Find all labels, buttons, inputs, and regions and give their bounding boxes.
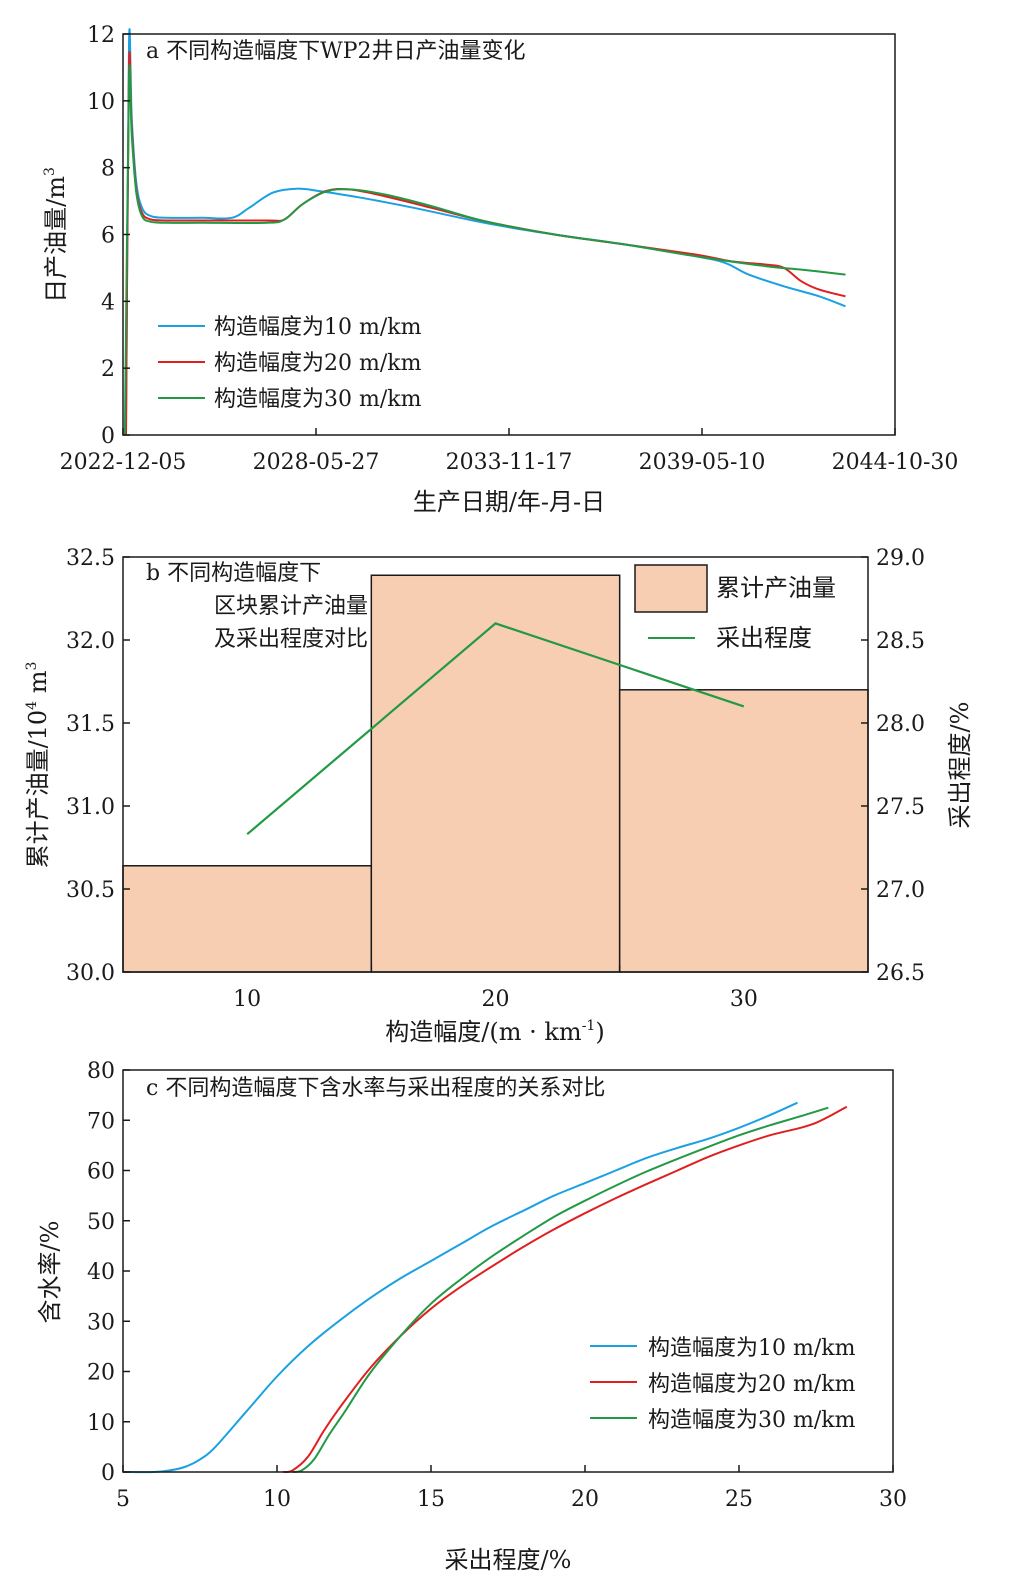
panel-a-legend: 构造幅度为10 m/km 构造幅度为20 m/km 构造幅度为30 m/km <box>158 315 422 412</box>
panel-c-xlabel: 采出程度/% <box>445 1546 572 1574</box>
panel-c-ytick-label: 10 <box>87 1411 115 1436</box>
panel-b-bar-20 <box>370 574 621 973</box>
panel-c-legend: 构造幅度为10 m/km 构造幅度为20 m/km 构造幅度为30 m/km <box>590 1336 856 1433</box>
legend-c-label-20: 构造幅度为20 m/km <box>648 1372 856 1397</box>
panel-b-y2label: 采出程度/% <box>946 702 974 829</box>
panel-b-ytick-label: 32.0 <box>66 629 115 654</box>
panel-b-ytick-label: 30.0 <box>66 961 115 986</box>
panel-c-xtick-label: 15 <box>417 1487 445 1512</box>
legend-b-bar-swatch <box>634 564 708 613</box>
panel-c-ytick-label: 40 <box>87 1260 115 1285</box>
panel-b-xtick-label: 20 <box>482 987 510 1012</box>
panel-c-ylabel: 含水率/% <box>36 1221 64 1324</box>
panel-b-xtick-label: 30 <box>730 987 758 1012</box>
panel-b-cumulative-chart: 10 20 30 30.0 30.5 31.0 31.5 32.0 32.5 26.5 27.0 27… <box>24 546 974 1046</box>
panel-c-ytick-label: 80 <box>87 1059 115 1084</box>
panel-a-ytick-label: 0 <box>101 424 115 449</box>
panel-b-xtick-label: 10 <box>233 987 261 1012</box>
panel-c-series-line-1 <box>122 1101 798 1474</box>
panel-b-title-line-2: 区块累计产油量 <box>214 594 368 619</box>
panel-a-daily-oil-chart: 2022-12-05 2028-05-27 2033-11-17 2039-05-10… <box>42 23 958 516</box>
panel-b-ylabel-sup1: 4 <box>24 701 40 710</box>
panel-a-ytick-label: 2 <box>101 357 115 382</box>
panel-c-ytick-label: 50 <box>87 1210 115 1235</box>
panel-b-ytick-label: 30.5 <box>66 878 115 903</box>
panel-b-ylabel-sup2: 3 <box>24 662 40 671</box>
panel-a-ylabel: 日产油量/m3 <box>42 167 70 303</box>
panel-b-ytick-label: 31.5 <box>66 712 115 737</box>
panel-a-ylabel-main: 日产油量/m <box>42 176 70 303</box>
panel-c-xtick-label: 20 <box>571 1487 599 1512</box>
panel-c-ytick-label: 0 <box>101 1461 115 1486</box>
panel-c-series-line-2 <box>283 1105 848 1474</box>
panel-a-ytick-label: 10 <box>87 90 115 115</box>
panel-b-legend: 累计产油量 采出程度 <box>634 564 836 652</box>
panel-c-xtick-label: 30 <box>879 1487 907 1512</box>
panel-c-xtick-label: 5 <box>116 1487 130 1512</box>
panel-c-xtick-label: 10 <box>263 1487 291 1512</box>
panel-b-ytick-label: 32.5 <box>66 546 115 571</box>
panel-a-series-line-2 <box>125 51 846 436</box>
panel-a-xlabel: 生产日期/年-月-日 <box>413 488 605 516</box>
panel-c-xtick-label: 25 <box>725 1487 753 1512</box>
panel-c-series-line-3 <box>292 1106 829 1473</box>
legend-c-label-10: 构造幅度为10 m/km <box>648 1336 856 1361</box>
legend-a-label-20: 构造幅度为20 m/km <box>214 351 422 376</box>
panel-a-xtick-label: 2022-12-05 <box>60 450 187 475</box>
panel-c-ytick-label: 30 <box>87 1310 115 1335</box>
panel-b-ylabel: 累计产油量/104 m3 <box>24 662 52 869</box>
panel-b-xlabel: 构造幅度/(m · km-1) <box>385 1018 604 1046</box>
panel-b-y2tick-label: 27.0 <box>876 878 925 903</box>
legend-c-label-30: 构造幅度为30 m/km <box>648 1408 856 1433</box>
panel-b-title-line-3: 及采出程度对比 <box>214 627 368 652</box>
panel-b-ylabel-mid: m <box>24 670 52 701</box>
legend-b-bar-label: 累计产油量 <box>716 574 836 602</box>
panel-b-ytick-label: 31.0 <box>66 795 115 820</box>
panel-b-y2tick-label: 27.5 <box>876 795 925 820</box>
panel-a-xtick-label: 2028-05-27 <box>253 450 380 475</box>
panel-b-xlabel-main: 构造幅度/(m · km <box>385 1018 582 1046</box>
panel-b-xlabel-end: ) <box>595 1018 604 1046</box>
panel-a-xtick-label: 2033-11-17 <box>446 450 573 475</box>
panel-c-watercut-chart: 5 10 15 20 25 30 0 10 20 30 40 50 60 70 80 c 不同构造幅度下含水… <box>36 1059 907 1574</box>
panel-b-y2tick-label: 28.5 <box>876 629 925 654</box>
panel-a-ytick-label: 12 <box>87 23 115 48</box>
legend-a-label-10: 构造幅度为10 m/km <box>214 315 422 340</box>
panel-b-y2tick-label: 28.0 <box>876 712 925 737</box>
panel-c-ytick-label: 70 <box>87 1109 115 1134</box>
panel-c-ytick-label: 20 <box>87 1361 115 1386</box>
panel-a-xtick-label: 2039-05-10 <box>639 450 766 475</box>
panel-a-ytick-label: 4 <box>101 290 115 315</box>
panel-b-bar-10 <box>122 865 373 973</box>
panel-a-xtick-label: 2044-10-30 <box>832 450 959 475</box>
panel-b-plot-frame <box>122 556 869 973</box>
panel-a-ytick-label: 6 <box>101 224 115 249</box>
panel-b-bar-30 <box>618 689 869 973</box>
panel-a-ytick-label: 8 <box>101 157 115 182</box>
panel-b-ylabel-main: 累计产油量/10 <box>24 710 52 869</box>
panel-b-xlabel-sup: -1 <box>582 1018 596 1034</box>
panel-a-ylabel-sup: 3 <box>42 167 58 176</box>
panel-a-series-line-3 <box>123 64 846 436</box>
panel-a-title: a 不同构造幅度下WP2井日产油量变化 <box>146 39 526 64</box>
panel-c-title: c 不同构造幅度下含水率与采出程度的关系对比 <box>146 1076 605 1101</box>
legend-b-line-label: 采出程度 <box>716 624 812 652</box>
panel-b-y2tick-label: 26.5 <box>876 961 925 986</box>
panel-b-title-line-1: b 不同构造幅度下 <box>146 561 321 586</box>
panel-b-recovery-line <box>246 622 745 836</box>
legend-a-label-30: 构造幅度为30 m/km <box>214 387 422 412</box>
panel-c-ytick-label: 60 <box>87 1160 115 1185</box>
panel-b-y2tick-label: 29.0 <box>876 546 925 571</box>
